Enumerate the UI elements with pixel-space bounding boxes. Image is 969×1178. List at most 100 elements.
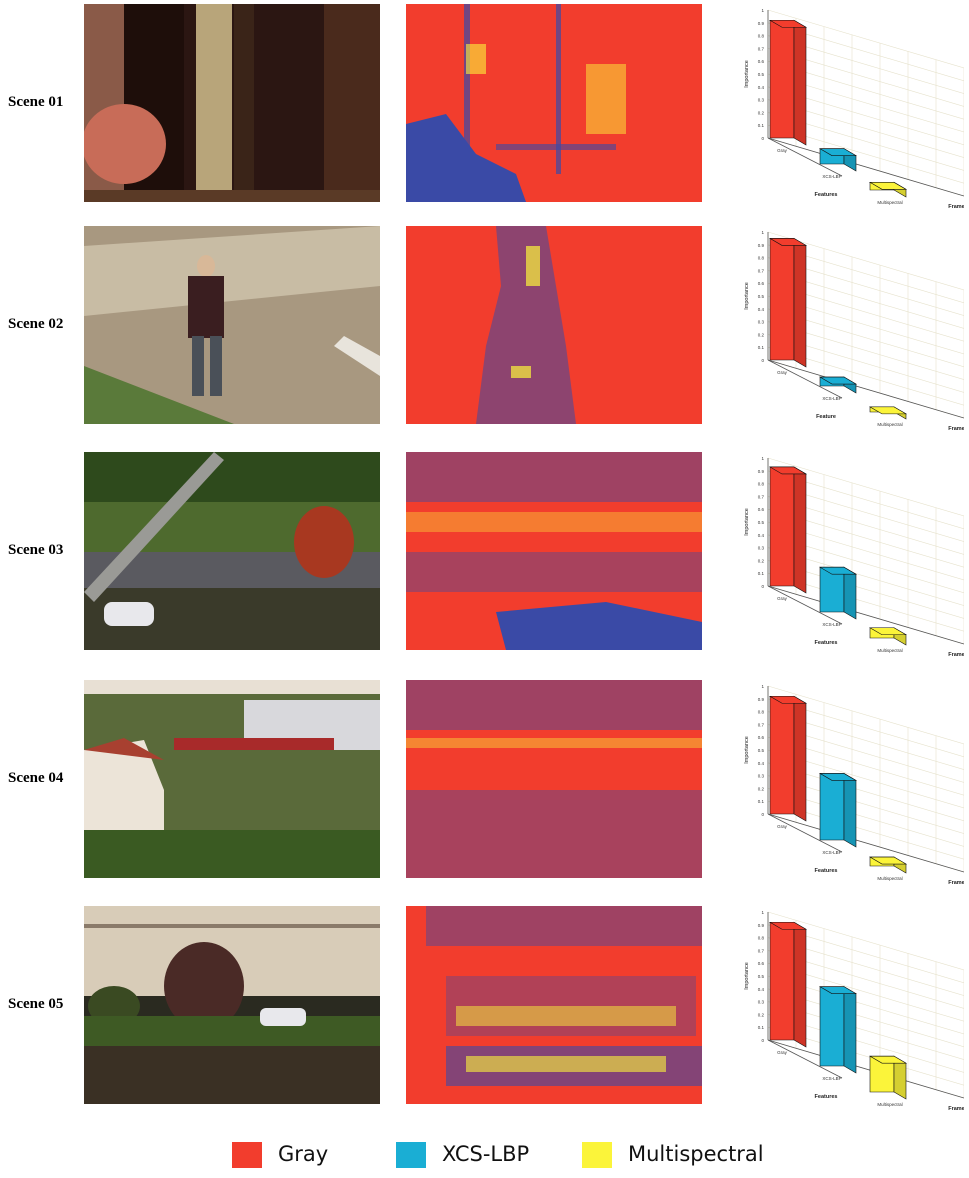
bar-gray bbox=[768, 19, 808, 146]
bar-front-face bbox=[769, 238, 795, 361]
legend-swatch bbox=[396, 1142, 426, 1168]
y-tick-label: 1 bbox=[761, 684, 764, 689]
y-tick-label: 0.1 bbox=[758, 123, 765, 128]
scene-photo bbox=[84, 452, 380, 650]
category-label: Multispectral bbox=[877, 1102, 902, 1107]
y-tick-label: 0.9 bbox=[758, 243, 765, 248]
y-axis-label: Importance bbox=[744, 508, 750, 536]
y-axis-label: Importance bbox=[744, 60, 750, 88]
y-tick-label: 0.8 bbox=[758, 34, 765, 39]
y-tick-label: 0.8 bbox=[758, 936, 765, 941]
scene-label: Scene 02 bbox=[8, 316, 64, 332]
category-label: Gray bbox=[777, 148, 788, 153]
category-label: Gray bbox=[777, 596, 788, 601]
scene-photo bbox=[84, 906, 380, 1104]
y-tick-label: 0.7 bbox=[758, 948, 765, 953]
bar-gray bbox=[768, 921, 808, 1048]
z-axis bbox=[767, 359, 964, 419]
y-tick-label: 0.2 bbox=[758, 786, 765, 791]
category-label: XCS-LBP bbox=[822, 850, 841, 855]
scene-photo bbox=[84, 4, 380, 202]
legend: Gray XCS-LBP Multispectral bbox=[0, 1140, 969, 1170]
bar-multispectral bbox=[868, 406, 908, 420]
y-tick-label: 0.7 bbox=[758, 722, 765, 727]
y-tick-label: 0.5 bbox=[758, 974, 765, 979]
y-tick-label: 0.4 bbox=[758, 307, 765, 312]
bar-gray bbox=[768, 237, 808, 368]
segmentation-map bbox=[406, 680, 702, 878]
y-tick-label: 0.2 bbox=[758, 110, 765, 115]
segmentation-map bbox=[406, 226, 702, 424]
y-tick-label: 1 bbox=[761, 8, 764, 13]
legend-label: XCS-LBP bbox=[442, 1142, 530, 1166]
legend-swatch bbox=[232, 1142, 262, 1168]
y-tick-label: 0.1 bbox=[758, 799, 765, 804]
y-tick-label: 0.6 bbox=[758, 507, 765, 512]
z-axis bbox=[767, 585, 964, 645]
scene-row-05: Scene 05 0 0.1 0.2 0.3 0.4 0.5 0.6 0.7 0.8 0.9 1 Im… bbox=[0, 906, 969, 1112]
bar-top-face bbox=[818, 566, 858, 575]
bar-multispectral bbox=[868, 856, 908, 874]
y-tick-label: 0.6 bbox=[758, 281, 765, 286]
bar-gray bbox=[768, 695, 808, 822]
y-tick-label: 0.5 bbox=[758, 294, 765, 299]
y-tick-label: 0.3 bbox=[758, 546, 765, 551]
y-tick-label: 0.4 bbox=[758, 533, 765, 538]
y-tick-label: 0 bbox=[761, 136, 764, 141]
y-tick-label: 0.1 bbox=[758, 1025, 765, 1030]
category-label: XCS-LBP bbox=[822, 396, 841, 401]
y-tick-label: 0.6 bbox=[758, 735, 765, 740]
gridline bbox=[767, 457, 964, 517]
bar-top-face bbox=[768, 695, 808, 704]
bar-top-face bbox=[768, 466, 808, 475]
x-axis-label: Features bbox=[815, 640, 838, 646]
y-tick-label: 0 bbox=[761, 358, 764, 363]
y-tick-label: 0.4 bbox=[758, 987, 765, 992]
x-axis bbox=[767, 813, 843, 853]
bar-front-face bbox=[819, 986, 845, 1067]
category-label: Multispectral bbox=[877, 422, 902, 427]
y-tick-label: 0.3 bbox=[758, 320, 765, 325]
x-axis bbox=[767, 1039, 843, 1079]
category-label: XCS-LBP bbox=[822, 622, 841, 627]
y-tick-label: 0.5 bbox=[758, 748, 765, 753]
segmentation-map bbox=[406, 452, 702, 650]
y-tick-label: 0.2 bbox=[758, 332, 765, 337]
y-tick-label: 0.4 bbox=[758, 85, 765, 90]
x-axis bbox=[767, 585, 843, 625]
z-axis-label: Frames bbox=[948, 880, 964, 886]
bar-front-face bbox=[769, 921, 795, 1041]
bar-multispectral bbox=[868, 627, 908, 646]
bar-xcs-lbp bbox=[818, 376, 858, 394]
category-label: Gray bbox=[777, 370, 788, 375]
x-axis bbox=[767, 359, 843, 399]
bar-side-face bbox=[843, 566, 857, 620]
bar-top-face bbox=[868, 1055, 908, 1064]
z-axis-label: Frames bbox=[948, 204, 964, 210]
y-tick-label: 0.4 bbox=[758, 761, 765, 766]
legend-label: Gray bbox=[278, 1142, 329, 1166]
legend-swatch bbox=[582, 1142, 612, 1168]
scene-label: Scene 04 bbox=[8, 770, 64, 786]
z-axis-label: Frames bbox=[948, 1106, 964, 1112]
bar-side-face bbox=[843, 772, 857, 848]
feature-importance-chart: 0 0.1 0.2 0.3 0.4 0.5 0.6 0.7 0.8 0.9 1 Importance G… bbox=[744, 456, 964, 658]
y-tick-label: 0.1 bbox=[758, 571, 765, 576]
bar-top-face bbox=[768, 921, 808, 930]
category-label: Gray bbox=[777, 1050, 788, 1055]
y-tick-label: 0.9 bbox=[758, 21, 765, 26]
x-axis-label: Features bbox=[815, 192, 838, 198]
category-label: XCS-LBP bbox=[822, 1076, 841, 1081]
y-tick-label: 0.7 bbox=[758, 268, 765, 273]
y-tick-label: 0 bbox=[761, 812, 764, 817]
y-tick-label: 1 bbox=[761, 910, 764, 915]
bar-side-face bbox=[793, 466, 807, 594]
y-tick-label: 1 bbox=[761, 230, 764, 235]
y-tick-label: 0.9 bbox=[758, 923, 765, 928]
bar-multispectral bbox=[868, 1055, 908, 1100]
bar-front-face bbox=[769, 695, 795, 815]
bar-front-face bbox=[769, 466, 795, 587]
y-tick-label: 0.5 bbox=[758, 72, 765, 77]
bar-side-face bbox=[793, 695, 807, 822]
y-tick-label: 0.7 bbox=[758, 494, 765, 499]
